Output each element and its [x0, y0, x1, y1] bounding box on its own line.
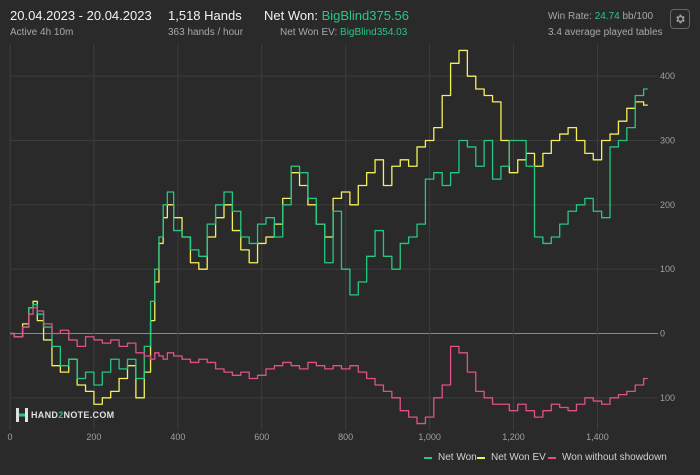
- avg-tables: 3.4 average played tables: [548, 27, 663, 38]
- win-rate-value: 24.74: [594, 11, 620, 22]
- net-won-ev: Net Won EV: BigBlind354.03: [264, 26, 409, 40]
- legend-item-net-won[interactable]: Net Won: [424, 452, 477, 463]
- y-tick-label: 400: [660, 71, 675, 81]
- hands-block: 1,518 Hands 363 hands / hour: [168, 8, 243, 40]
- x-tick-label: 1,200: [502, 432, 525, 442]
- gear-icon: [676, 14, 685, 24]
- header-bar: 20.04.2023 - 20.04.2023 Active 4h 10m 1,…: [0, 0, 700, 42]
- netwon-block: Net Won: BigBlind375.56 Net Won EV: BigB…: [264, 8, 409, 40]
- logo-text-mid: 2: [58, 410, 64, 420]
- series-line-net-won-ev: [10, 49, 648, 405]
- net-won: Net Won: BigBlind375.56: [264, 8, 409, 24]
- series-line-won-without-showdown: [10, 307, 648, 425]
- legend-item-won-without-showdown[interactable]: Won without showdown: [548, 452, 667, 463]
- winrate-block: Win Rate: 24.74 bb/100 3.4 average playe…: [548, 10, 663, 40]
- hands-count: 1,518 Hands: [168, 8, 242, 23]
- legend-label-net-won: Net Won: [438, 452, 477, 463]
- x-tick-label: 800: [338, 432, 353, 442]
- settings-button[interactable]: [670, 9, 690, 29]
- y-tick-label: 200: [660, 200, 675, 210]
- x-tick-label: 600: [254, 432, 269, 442]
- legend-label-won-without-showdown: Won without showdown: [562, 452, 667, 463]
- net-won-ev-label: Net Won EV:: [280, 27, 341, 38]
- x-tick-label: 1,000: [418, 432, 441, 442]
- win-rate: Win Rate: 24.74 bb/100: [548, 10, 663, 24]
- active-duration: Active 4h 10m: [10, 27, 74, 38]
- x-tick-label: 0: [7, 432, 12, 442]
- y-tick-label: 100: [660, 393, 675, 403]
- win-rate-label: Win Rate:: [548, 11, 595, 22]
- y-tick-label: 0: [660, 329, 665, 339]
- date-block: 20.04.2023 - 20.04.2023 Active 4h 10m: [10, 8, 152, 40]
- x-tick-label: 1,400: [586, 432, 609, 442]
- net-won-label: Net Won:: [264, 8, 322, 23]
- x-tick-label: 200: [86, 432, 101, 442]
- logo-text-right: NOTE.COM: [63, 410, 115, 420]
- legend-label-net-won-ev: Net Won EV: [491, 452, 546, 463]
- y-tick-label: 100: [660, 264, 675, 274]
- logo-text-left: HAND: [31, 410, 59, 420]
- win-rate-unit: bb/100: [619, 11, 654, 22]
- hand2note-logo: HAND 2 NOTE.COM: [16, 408, 114, 422]
- hands-rate: 363 hands / hour: [168, 27, 244, 38]
- legend-swatch-net-won: [424, 456, 432, 459]
- legend-item-net-won-ev[interactable]: Net Won EV: [477, 452, 546, 463]
- legend-swatch-won-without-showdown: [548, 456, 556, 459]
- x-tick-label: 400: [170, 432, 185, 442]
- net-won-value: BigBlind375.56: [321, 8, 410, 23]
- legend-swatch-net-won-ev: [477, 456, 485, 459]
- net-won-ev-value: BigBlind354.03: [340, 27, 408, 38]
- hand2note-logo-icon: [16, 408, 28, 422]
- y-tick-label: 300: [660, 136, 675, 146]
- date-range: 20.04.2023 - 20.04.2023: [10, 8, 152, 23]
- series-line-net-won: [10, 88, 648, 386]
